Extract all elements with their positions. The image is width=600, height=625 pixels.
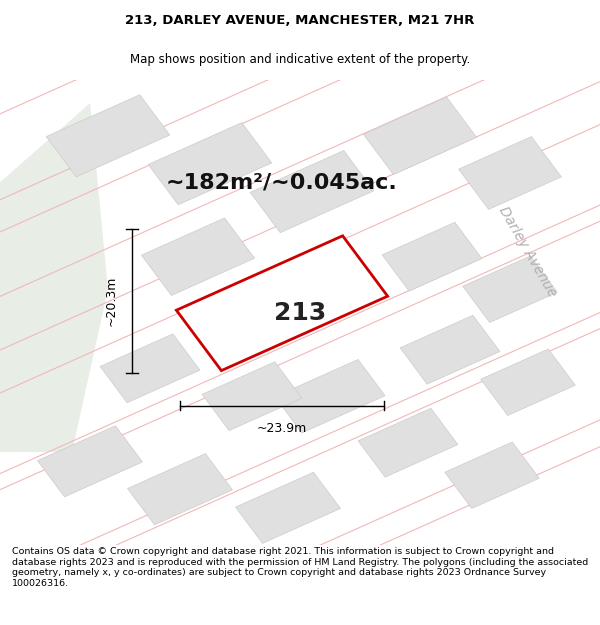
Text: Contains OS data © Crown copyright and database right 2021. This information is : Contains OS data © Crown copyright and d… xyxy=(12,548,588,588)
Polygon shape xyxy=(458,137,562,209)
Polygon shape xyxy=(250,151,374,232)
Polygon shape xyxy=(0,103,108,452)
Text: Darley Avenue: Darley Avenue xyxy=(496,204,560,300)
Text: 213: 213 xyxy=(274,301,326,324)
Polygon shape xyxy=(148,122,272,205)
Polygon shape xyxy=(481,349,575,416)
Polygon shape xyxy=(238,250,338,319)
Polygon shape xyxy=(275,359,385,433)
Text: ~182m²/~0.045ac.: ~182m²/~0.045ac. xyxy=(166,173,398,192)
Polygon shape xyxy=(176,236,388,371)
Text: Map shows position and indicative extent of the property.: Map shows position and indicative extent… xyxy=(130,54,470,66)
Polygon shape xyxy=(358,408,458,477)
Polygon shape xyxy=(46,95,170,177)
Polygon shape xyxy=(364,97,476,174)
Polygon shape xyxy=(463,256,557,322)
Polygon shape xyxy=(382,222,482,291)
Polygon shape xyxy=(202,362,302,431)
Polygon shape xyxy=(236,472,340,543)
Polygon shape xyxy=(400,315,500,384)
Polygon shape xyxy=(100,334,200,402)
Text: ~23.9m: ~23.9m xyxy=(257,422,307,435)
Polygon shape xyxy=(128,454,232,525)
Text: ~20.3m: ~20.3m xyxy=(104,276,118,326)
Polygon shape xyxy=(142,218,254,296)
Polygon shape xyxy=(38,426,142,497)
Polygon shape xyxy=(445,442,539,509)
Text: 213, DARLEY AVENUE, MANCHESTER, M21 7HR: 213, DARLEY AVENUE, MANCHESTER, M21 7HR xyxy=(125,14,475,26)
